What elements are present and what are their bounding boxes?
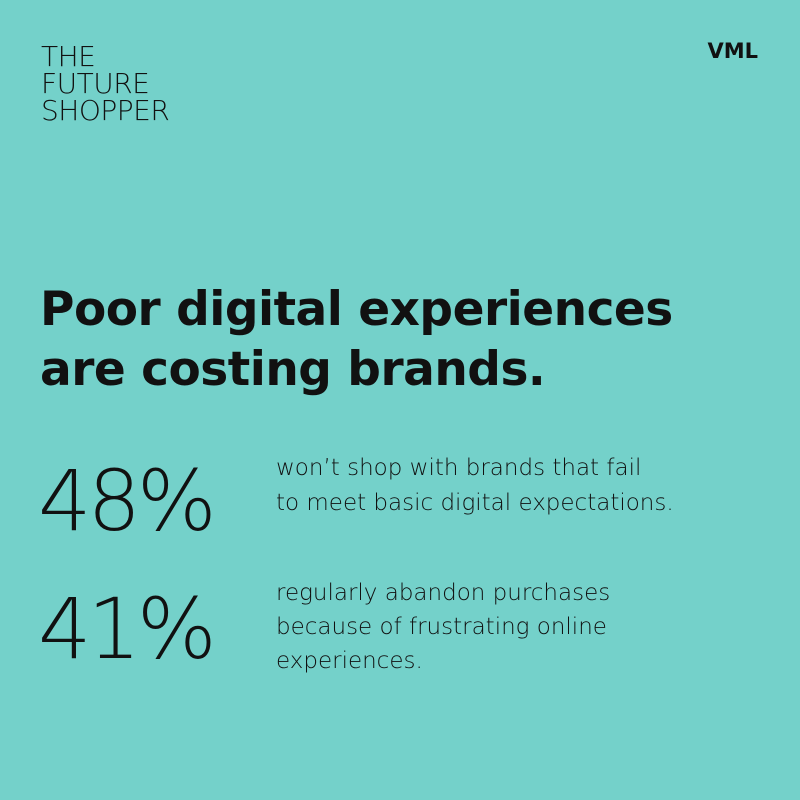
logo-line: THE bbox=[41, 40, 95, 73]
logo-line: SHOPPER bbox=[41, 94, 169, 127]
stat-text: because of frustrating online bbox=[276, 614, 607, 640]
headline-line: are costing brands. bbox=[40, 342, 545, 397]
logo-line: FUTURE bbox=[41, 67, 149, 100]
stat-value: 41% bbox=[38, 580, 213, 678]
stat-text: experiences. bbox=[276, 648, 423, 674]
brand: VML bbox=[707, 39, 758, 63]
stat-text: regularly abandon purchases bbox=[276, 580, 610, 606]
stat-value: 48% bbox=[38, 452, 213, 550]
stat-text: to meet basic digital expectations. bbox=[276, 490, 674, 516]
stat-text: won’t shop with brands that fail bbox=[276, 455, 641, 481]
headline-line: Poor digital experiences bbox=[40, 282, 673, 337]
